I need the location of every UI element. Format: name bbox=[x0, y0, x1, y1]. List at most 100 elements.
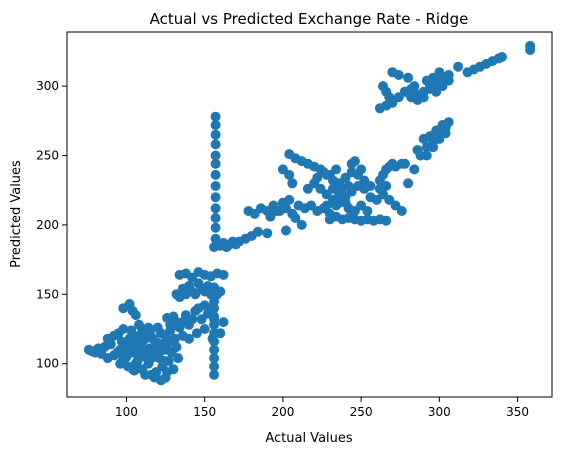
points-layer bbox=[83, 40, 536, 386]
data-point bbox=[210, 169, 221, 180]
data-point bbox=[384, 92, 395, 103]
data-point bbox=[210, 181, 221, 191]
data-point bbox=[108, 350, 119, 361]
data-point bbox=[129, 330, 140, 341]
data-point bbox=[134, 350, 144, 361]
data-point bbox=[331, 164, 342, 175]
data-point bbox=[281, 225, 291, 236]
data-point bbox=[284, 169, 295, 180]
data-point bbox=[210, 203, 221, 214]
data-point bbox=[118, 353, 129, 364]
data-point bbox=[403, 178, 414, 189]
data-point bbox=[409, 164, 420, 175]
data-point bbox=[218, 317, 229, 328]
data-point bbox=[160, 330, 171, 341]
data-point bbox=[418, 92, 429, 103]
y-axis-ticks: 100 150 200 250 300 bbox=[36, 79, 67, 371]
data-point bbox=[210, 192, 221, 203]
data-point bbox=[191, 328, 202, 339]
data-point bbox=[399, 158, 410, 169]
data-point bbox=[412, 145, 423, 155]
data-point bbox=[209, 336, 220, 347]
data-point bbox=[496, 52, 507, 62]
data-point bbox=[152, 347, 163, 358]
data-point bbox=[105, 339, 116, 350]
data-point bbox=[287, 178, 298, 189]
x-tick-label: 100 bbox=[115, 405, 138, 419]
data-point bbox=[127, 364, 138, 375]
data-point bbox=[334, 189, 345, 200]
data-point bbox=[209, 369, 220, 380]
x-tick-label: 350 bbox=[506, 405, 529, 419]
data-point bbox=[343, 181, 354, 191]
data-point bbox=[443, 117, 454, 128]
data-point bbox=[210, 222, 221, 233]
data-point bbox=[346, 158, 357, 169]
data-point bbox=[155, 375, 166, 386]
data-point bbox=[118, 324, 129, 334]
data-point bbox=[381, 181, 392, 191]
data-point bbox=[403, 72, 414, 83]
x-axis-ticks: 100 150 200 250 300 350 bbox=[115, 397, 529, 419]
data-point bbox=[525, 40, 536, 51]
data-point bbox=[152, 322, 163, 333]
data-point bbox=[210, 129, 221, 140]
x-tick-label: 300 bbox=[428, 405, 451, 419]
data-point bbox=[209, 328, 220, 339]
data-point bbox=[209, 353, 220, 364]
y-tick-label: 300 bbox=[36, 79, 59, 93]
data-point bbox=[296, 219, 307, 230]
data-point bbox=[440, 128, 451, 139]
data-point bbox=[284, 194, 295, 205]
data-point bbox=[210, 111, 221, 122]
data-point bbox=[134, 319, 144, 330]
data-point bbox=[162, 344, 173, 355]
data-point bbox=[428, 142, 439, 153]
plot-area-frame bbox=[66, 31, 553, 398]
data-point bbox=[434, 67, 445, 78]
data-point bbox=[421, 150, 432, 161]
chart-title: Actual vs Predicted Exchange Rate - Ridg… bbox=[150, 10, 469, 28]
data-point bbox=[393, 70, 404, 80]
data-point bbox=[143, 322, 154, 333]
data-point bbox=[210, 213, 221, 223]
data-point bbox=[209, 361, 220, 372]
data-point bbox=[409, 81, 420, 92]
y-tick-label: 200 bbox=[36, 218, 59, 232]
data-point bbox=[359, 183, 370, 194]
y-axis-label: Predicted Values bbox=[9, 160, 24, 268]
x-tick-label: 200 bbox=[271, 405, 294, 419]
data-point bbox=[218, 269, 229, 280]
data-point bbox=[210, 158, 221, 169]
data-point bbox=[209, 296, 220, 307]
data-point bbox=[362, 206, 373, 216]
data-point bbox=[140, 369, 151, 380]
y-tick-label: 100 bbox=[36, 357, 59, 371]
x-tick-label: 250 bbox=[350, 405, 373, 419]
data-point bbox=[443, 75, 454, 86]
data-point bbox=[210, 139, 221, 150]
x-tick-label: 150 bbox=[193, 405, 216, 419]
data-point bbox=[340, 197, 351, 208]
y-tick-label: 250 bbox=[36, 149, 59, 163]
data-point bbox=[381, 215, 392, 226]
y-tick-label: 150 bbox=[36, 287, 59, 301]
data-point bbox=[130, 310, 141, 321]
data-point bbox=[262, 228, 273, 239]
data-point bbox=[252, 226, 263, 237]
data-point bbox=[215, 286, 226, 297]
data-point bbox=[187, 314, 198, 325]
data-point bbox=[210, 120, 221, 130]
data-point bbox=[199, 324, 210, 334]
data-point bbox=[209, 303, 220, 314]
data-point bbox=[453, 61, 464, 72]
data-point bbox=[209, 344, 220, 355]
data-point bbox=[209, 311, 220, 322]
data-point bbox=[210, 150, 221, 161]
data-point bbox=[396, 206, 407, 216]
data-point bbox=[356, 164, 367, 175]
data-point bbox=[162, 367, 173, 377]
data-point bbox=[159, 355, 169, 366]
data-point bbox=[321, 200, 332, 211]
